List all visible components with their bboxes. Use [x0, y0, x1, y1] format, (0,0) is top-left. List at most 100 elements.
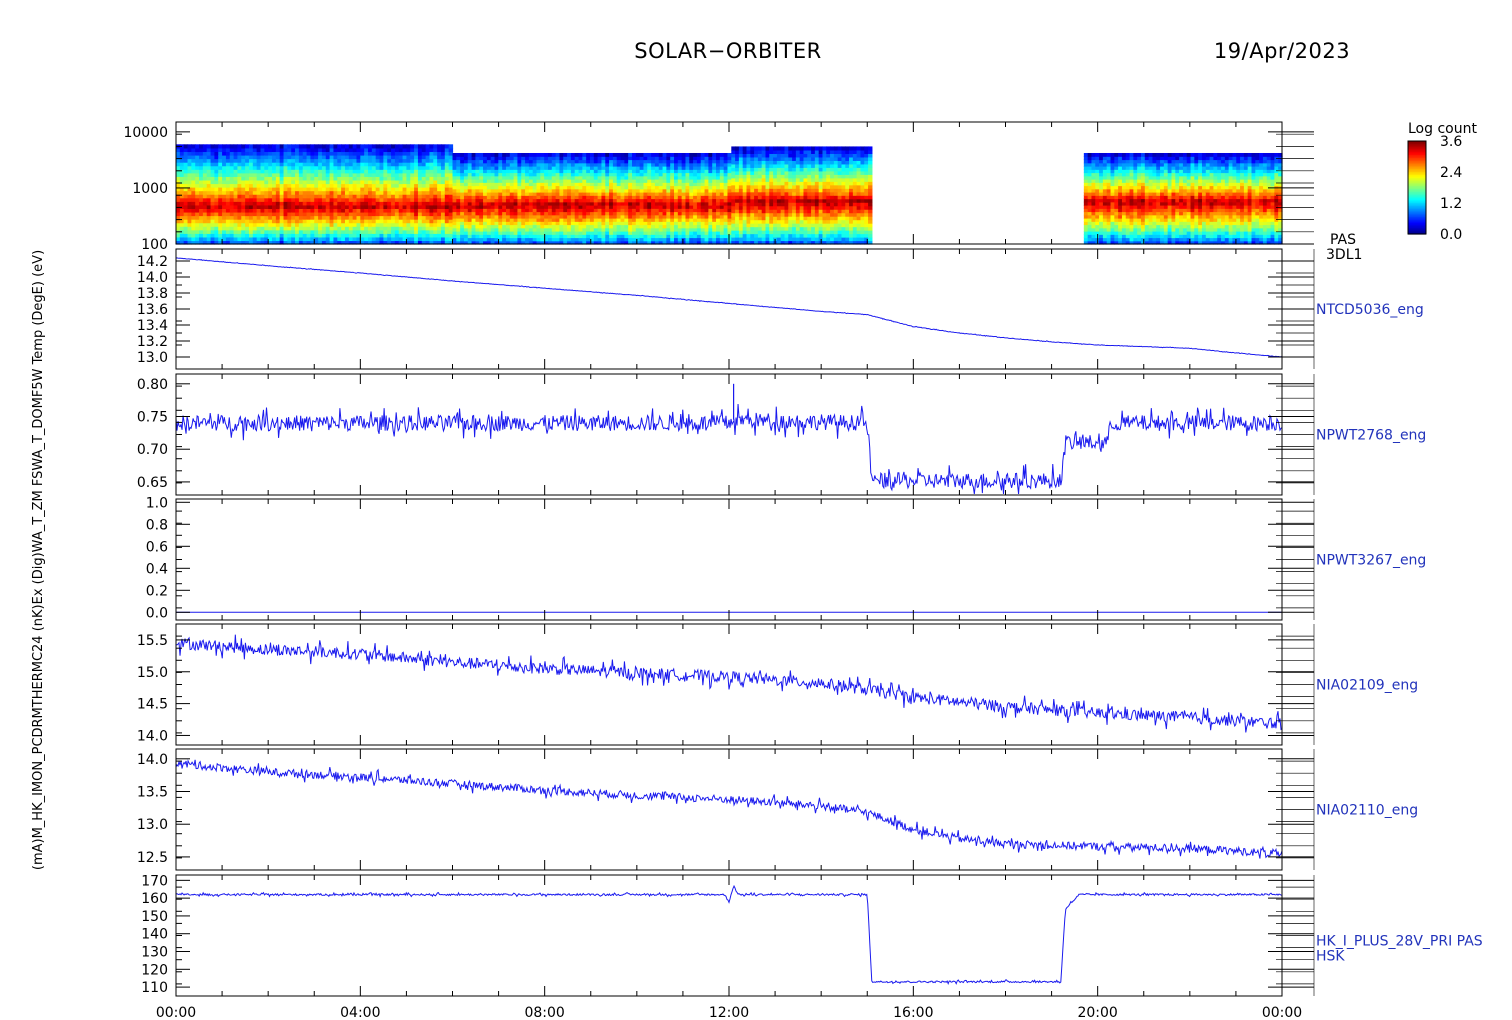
heatmap-cell	[352, 162, 358, 167]
heatmap-cell	[700, 152, 706, 157]
heatmap-cell	[360, 233, 365, 238]
heatmap-cell	[241, 233, 246, 238]
heatmap-cell	[773, 167, 778, 172]
heatmap-cell	[719, 211, 725, 216]
heatmap-cell	[479, 234, 484, 239]
heatmap-cell	[356, 190, 361, 195]
heatmap-cell	[202, 233, 208, 238]
heatmap-cell	[689, 237, 694, 242]
heatmap-cell	[754, 202, 759, 207]
heatmap-cell	[578, 237, 583, 242]
heatmap-cell	[183, 240, 189, 245]
heatmap-cell	[567, 218, 572, 222]
heatmap-cell	[318, 236, 323, 242]
heatmap-cell	[245, 183, 250, 188]
heatmap-cell	[245, 187, 250, 192]
heatmap-cell	[479, 182, 484, 187]
heatmap-cell	[490, 162, 496, 167]
heatmap-cell	[555, 221, 561, 226]
heatmap-cell	[260, 162, 265, 167]
heatmap-cell	[387, 208, 392, 213]
heatmap-cell	[179, 215, 185, 220]
heatmap-cell	[635, 185, 641, 190]
heatmap-cell	[471, 240, 477, 245]
heatmap-cell	[306, 144, 312, 149]
heatmap-cell	[693, 205, 698, 209]
heatmap-cell	[757, 219, 763, 224]
heatmap-cell	[689, 214, 694, 219]
heatmap-cell	[252, 240, 258, 245]
heatmap-cell	[795, 230, 801, 235]
heatmap-cell	[735, 184, 740, 189]
heatmap-cell	[440, 190, 446, 195]
heatmap-cell	[375, 197, 381, 202]
heatmap-cell	[233, 158, 239, 163]
heatmap-cell	[352, 236, 358, 242]
heatmap-cell	[670, 175, 675, 180]
heatmap-cell	[814, 212, 820, 217]
heatmap-cell	[597, 214, 603, 219]
heatmap-cell	[536, 227, 541, 232]
heatmap-cell	[360, 151, 365, 156]
heatmap-cell	[723, 214, 729, 219]
heatmap-cell	[746, 170, 751, 175]
heatmap-cell	[597, 179, 603, 183]
heatmap-cell	[765, 191, 770, 196]
heatmap-cell	[700, 192, 706, 196]
heatmap-cell	[635, 205, 641, 209]
heatmap-cell	[735, 163, 740, 168]
heatmap-cell	[183, 194, 189, 199]
heatmap-cell	[241, 240, 246, 245]
heatmap-cell	[291, 169, 296, 174]
heatmap-cell	[310, 236, 315, 242]
heatmap-cell	[456, 179, 461, 183]
heatmap-cell	[628, 159, 633, 164]
heatmap-cell	[206, 236, 212, 242]
heatmap-cell	[788, 188, 793, 193]
heatmap-cell	[708, 198, 713, 203]
heatmap-cell	[222, 147, 227, 153]
heatmap-cell	[448, 179, 454, 185]
heatmap-cell	[833, 156, 839, 161]
heatmap-cell	[475, 185, 480, 190]
heatmap-cell	[754, 160, 759, 165]
heatmap-cell	[689, 169, 694, 174]
heatmap-cell	[222, 154, 227, 160]
heatmap-cell	[467, 214, 473, 219]
heatmap-cell	[360, 194, 365, 199]
heatmap-cell	[773, 156, 778, 161]
heatmap-cell	[769, 195, 774, 200]
heatmap-cell	[757, 153, 763, 158]
heatmap-cell	[567, 195, 572, 200]
heatmap-cell	[448, 165, 454, 170]
heatmap-cell	[272, 190, 277, 195]
heatmap-cell	[765, 202, 770, 207]
heatmap-cell	[379, 229, 384, 234]
heatmap-cell	[410, 215, 415, 220]
heatmap-cell	[784, 170, 789, 175]
heatmap-cell	[402, 204, 408, 209]
heatmap-cell	[360, 219, 365, 224]
heatmap-cell	[318, 169, 323, 174]
heatmap-cell	[321, 201, 327, 206]
heatmap-cell	[398, 176, 404, 181]
heatmap-cell	[567, 159, 572, 164]
heatmap-cell	[344, 240, 350, 245]
heatmap-cell	[704, 231, 709, 235]
heatmap-cell	[712, 185, 717, 190]
heatmap-cell	[421, 187, 427, 192]
heatmap-cell	[325, 219, 331, 224]
heatmap-cell	[479, 224, 484, 229]
heatmap-cell	[444, 144, 450, 149]
heatmap-cell	[651, 201, 656, 206]
heatmap-cell	[248, 158, 254, 163]
heatmap-cell	[325, 151, 331, 156]
heatmap-cell	[225, 165, 231, 170]
heatmap-cell	[727, 182, 732, 187]
heatmap-cell	[302, 179, 308, 185]
heatmap-cell	[693, 188, 698, 193]
heatmap-cell	[639, 237, 645, 242]
heatmap-cell	[738, 226, 744, 231]
heatmap-cell	[310, 187, 315, 192]
heatmap-cell	[849, 174, 854, 179]
